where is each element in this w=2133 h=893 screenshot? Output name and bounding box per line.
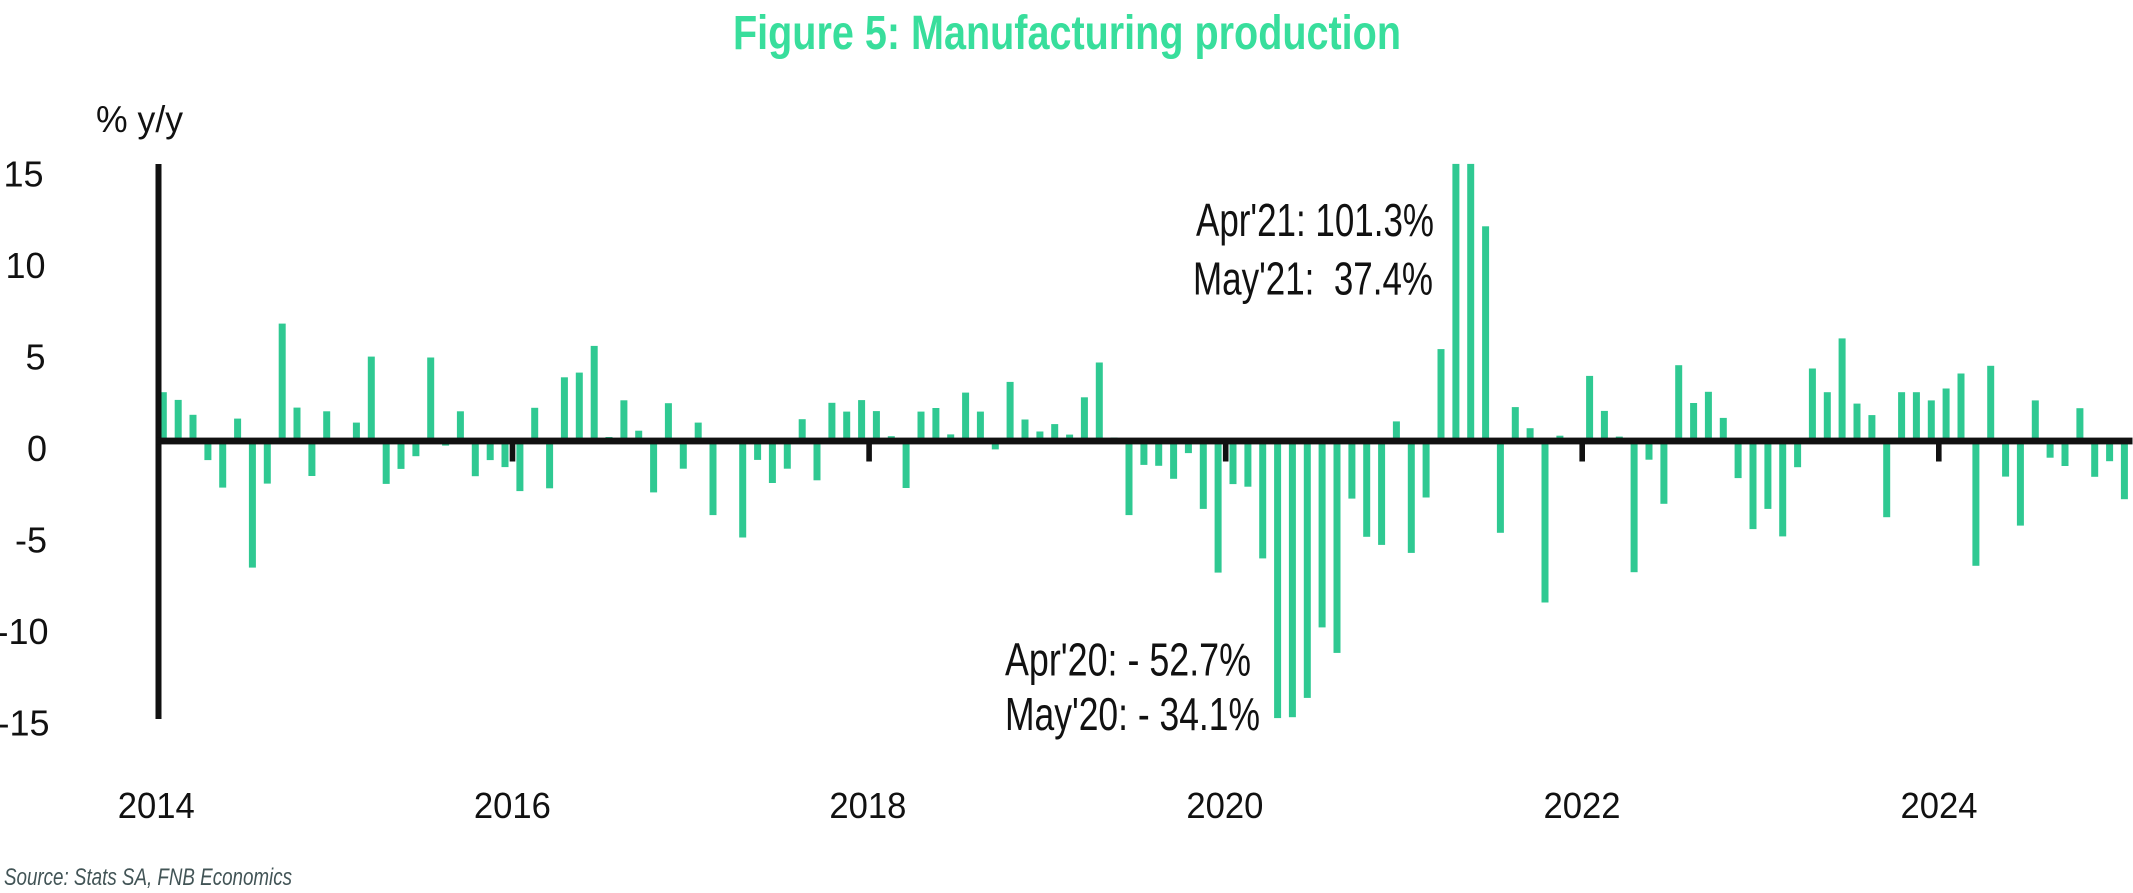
svg-text:15: 15 bbox=[3, 154, 43, 195]
svg-text:2022: 2022 bbox=[1544, 785, 1621, 826]
svg-text:May'20: - 34.1%: May'20: - 34.1% bbox=[1005, 688, 1260, 740]
svg-text:2024: 2024 bbox=[1901, 785, 1978, 826]
svg-text:May'21: 37.4%: May'21: 37.4% bbox=[1193, 253, 1433, 305]
svg-text:% y/y: % y/y bbox=[96, 99, 183, 140]
svg-text:Apr'20: - 52.7%: Apr'20: - 52.7% bbox=[1005, 633, 1251, 685]
svg-text:-5: -5 bbox=[15, 520, 47, 561]
svg-text:Figure 5: Manufacturing produc: Figure 5: Manufacturing production bbox=[733, 7, 1401, 60]
svg-text:5: 5 bbox=[25, 337, 45, 378]
svg-text:0: 0 bbox=[27, 428, 47, 469]
svg-text:10: 10 bbox=[5, 245, 45, 286]
svg-text:-10: -10 bbox=[0, 611, 49, 652]
svg-text:2020: 2020 bbox=[1186, 785, 1263, 826]
svg-text:Source: Stats SA, FNB Economic: Source: Stats SA, FNB Economics bbox=[4, 864, 292, 891]
svg-text:-15: -15 bbox=[0, 703, 50, 744]
svg-text:2016: 2016 bbox=[474, 785, 551, 826]
svg-text:2014: 2014 bbox=[118, 785, 195, 826]
svg-text:Apr'21: 101.3%: Apr'21: 101.3% bbox=[1196, 194, 1434, 246]
svg-text:2018: 2018 bbox=[829, 785, 906, 826]
